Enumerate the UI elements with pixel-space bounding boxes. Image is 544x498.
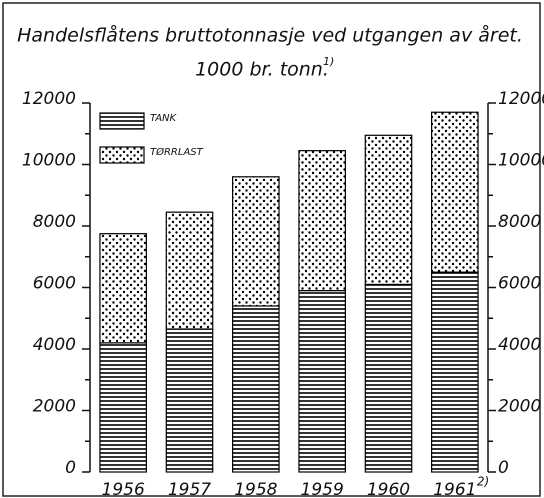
y2-tick-label: 10000: [498, 151, 544, 171]
chart-subtitle: 1000 br. tonn.: [195, 59, 329, 81]
bar-segment: [99, 342, 147, 473]
y-tick-label: 10000: [22, 151, 76, 171]
x-tick-label: 1959: [301, 480, 344, 498]
legend-label: TANK: [150, 113, 178, 124]
bar-segment: [99, 233, 147, 344]
y-tick-label: 12000: [22, 89, 76, 109]
subtitle-note: 1): [323, 55, 334, 68]
y-tick-label: 2000: [33, 397, 76, 417]
y2-tick-label: 8000: [498, 212, 541, 232]
bar-segment: [165, 328, 214, 473]
y2-tick-label: 2000: [498, 397, 541, 417]
x-tick-label: 1960: [367, 480, 410, 498]
bar-segment: [364, 283, 413, 473]
chart-title: Handelsflåtens bruttotonnasje ved utgang…: [17, 24, 523, 47]
category-note: 2): [477, 475, 489, 489]
x-tick-label: 1958: [234, 480, 277, 498]
x-tick-label: 1956: [102, 480, 145, 498]
y2-tick-label: 12000: [498, 89, 544, 109]
bar-segment: [232, 176, 280, 307]
legend-swatch: [99, 146, 145, 164]
y-tick-label: 6000: [33, 274, 76, 294]
y-tick-label: 4000: [33, 335, 76, 355]
bar-segment: [431, 271, 479, 473]
bar-segment: [364, 134, 413, 286]
legend-label: TØRRLAST: [150, 146, 204, 158]
y2-tick-label: 0: [498, 458, 509, 478]
y2-tick-label: 4000: [498, 335, 541, 355]
legend-swatch: [99, 112, 145, 130]
y2-tick-label: 6000: [498, 274, 541, 294]
x-tick-label: 1961: [433, 480, 476, 498]
bar-segment: [298, 150, 346, 292]
x-tick-label: 1957: [168, 480, 211, 498]
bar-segment: [232, 305, 280, 473]
bar-segment: [431, 111, 479, 273]
y-tick-label: 0: [65, 458, 76, 478]
bar-segment: [165, 211, 214, 330]
y-tick-label: 8000: [33, 212, 76, 232]
bar-segment: [298, 289, 346, 473]
